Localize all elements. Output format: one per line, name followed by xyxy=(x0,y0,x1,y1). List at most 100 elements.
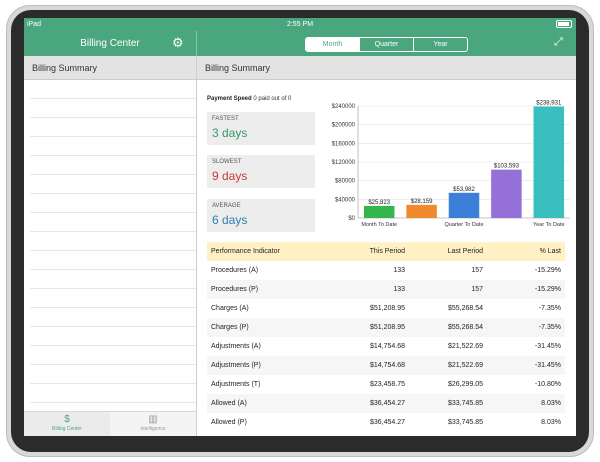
fastest-label: FASTEST xyxy=(212,116,239,122)
y-tick-label: $160000 xyxy=(332,141,356,147)
table-cell: -15.29% xyxy=(534,286,561,293)
chart-bar xyxy=(448,192,480,218)
list-separator xyxy=(30,155,196,156)
list-separator xyxy=(30,193,196,194)
table-cell: Adjustments (P) xyxy=(211,362,261,369)
y-tick-label: $40000 xyxy=(335,197,356,203)
segment-year[interactable]: Year xyxy=(433,41,448,48)
tab-bar: $ Billing Center ▥ Intelligence xyxy=(24,411,196,436)
table-cell: -31.45% xyxy=(534,362,561,369)
table-row[interactable]: Adjustments (P) $14,754.68 $21,522.69 -31.4… xyxy=(207,356,565,375)
table-row[interactable]: Allowed (P) $36,454.27 $33,745.85 8.03% xyxy=(207,413,565,432)
expand-icon[interactable]: ⤢ xyxy=(554,36,563,48)
table-cell: $26,299.05 xyxy=(447,381,483,388)
x-tick-label: Month To Date xyxy=(361,222,397,228)
table-header-row: Performance Indicator This Period Last P… xyxy=(207,242,565,261)
table-cell: -31.45% xyxy=(534,343,561,350)
chart-bar xyxy=(363,205,395,218)
payment-speed-header: Payment Speed 0 paid out of 0 xyxy=(207,96,291,102)
list-separator xyxy=(30,345,196,346)
table-row[interactable]: Procedures (P) 133 157 -15.29% xyxy=(207,280,565,299)
table-cell: -10.80% xyxy=(534,381,561,388)
table-row[interactable]: Procedures (A) 133 157 -15.29% xyxy=(207,261,565,280)
table-cell: Procedures (P) xyxy=(211,286,259,293)
app-screen: iPad 2:55 PM Billing Center ⚙ Month Quar… xyxy=(24,18,576,436)
table-cell: $14,754.68 xyxy=(369,362,405,369)
list-separator xyxy=(30,250,196,251)
period-segmented-control[interactable]: Month Quarter Year xyxy=(305,37,468,52)
average-value: 6 days xyxy=(212,213,248,227)
table-cell: $33,745.85 xyxy=(447,400,483,407)
gear-icon[interactable]: ⚙ xyxy=(172,35,184,50)
table-cell: $51,208.95 xyxy=(369,324,405,331)
bar-data-label: $25,823 xyxy=(368,200,390,206)
payment-speed-subtitle: 0 paid out of 0 xyxy=(253,96,292,102)
table-row[interactable]: Charges (P) $51,208.95 $55,268.54 -7.35% xyxy=(207,318,565,337)
fastest-card: FASTEST 3 days xyxy=(207,112,315,145)
table-cell: Adjustments (T) xyxy=(211,381,261,388)
right-subheader: Billing Summary xyxy=(197,56,576,80)
device-label: iPad xyxy=(27,21,42,28)
list-separator xyxy=(30,402,196,403)
chart-bar xyxy=(491,169,522,218)
table-cell: -7.35% xyxy=(538,305,561,312)
table-cell: $55,268.54 xyxy=(447,324,483,331)
col-header-last-period: Last Period xyxy=(447,248,483,255)
list-separator xyxy=(30,117,196,118)
table-cell: 133 xyxy=(393,267,405,274)
table-cell: -15.29% xyxy=(534,267,561,274)
table-cell: $36,454.27 xyxy=(369,419,405,426)
table-cell: 157 xyxy=(471,267,483,274)
app-header: iPad 2:55 PM Billing Center ⚙ Month Quar… xyxy=(24,18,576,56)
table-cell: $51,208.95 xyxy=(369,305,405,312)
tab-intelligence-label: Intelligence xyxy=(140,426,166,432)
slowest-label: SLOWEST xyxy=(212,159,242,165)
tab-billing-center[interactable]: $ Billing Center xyxy=(24,412,110,436)
table-cell: 133 xyxy=(393,286,405,293)
segment-month[interactable]: Month xyxy=(306,38,360,51)
table-cell: 157 xyxy=(471,286,483,293)
table-cell: -7.35% xyxy=(538,324,561,331)
y-tick-label: $240000 xyxy=(332,104,356,110)
slowest-value: 9 days xyxy=(212,169,248,183)
payment-speed-title: Payment Speed xyxy=(207,96,252,102)
segment-quarter[interactable]: Quarter xyxy=(360,38,414,51)
table-row[interactable]: Adjustments (A) $14,754.68 $21,522.69 -31.4… xyxy=(207,337,565,356)
table-cell: Charges (P) xyxy=(211,324,249,331)
slowest-card: SLOWEST 9 days xyxy=(207,155,315,188)
average-card: AVERAGE 6 days xyxy=(207,199,315,232)
table-cell: $23,458.75 xyxy=(369,381,405,388)
list-separator xyxy=(30,288,196,289)
table-cell: $55,268.54 xyxy=(447,305,483,312)
list-separator xyxy=(30,231,196,232)
panel-divider xyxy=(196,56,197,436)
performance-table: Performance Indicator This Period Last P… xyxy=(207,242,565,432)
col-header-pct-last: % Last xyxy=(539,248,561,255)
table-cell: Allowed (A) xyxy=(211,400,247,407)
bar-data-label: $103,593 xyxy=(494,164,520,170)
status-bar: iPad 2:55 PM xyxy=(24,18,576,31)
list-separator xyxy=(30,212,196,213)
table-row[interactable]: Charges (A) $51,208.95 $55,268.54 -7.35% xyxy=(207,299,565,318)
status-time: 2:55 PM xyxy=(286,21,314,28)
chart-bar xyxy=(533,106,565,218)
table-cell: $21,522.69 xyxy=(447,362,483,369)
table-row[interactable]: Allowed (A) $36,454.27 $33,745.85 8.03% xyxy=(207,394,565,413)
table-cell: Adjustments (A) xyxy=(211,343,261,350)
x-tick-label: Year To Date xyxy=(533,222,565,228)
y-tick-label: $200000 xyxy=(332,123,356,129)
header-divider xyxy=(196,31,197,56)
bar-data-label: $28,159 xyxy=(411,199,433,205)
billing-bar-chart: $0 $40000 $80000 $120000 $160000 $200000 $2400… xyxy=(332,100,570,228)
y-tick-label: $80000 xyxy=(335,179,356,185)
table-row[interactable]: Adjustments (T) $23,458.75 $26,299.05 -10.8… xyxy=(207,375,565,394)
list-separator xyxy=(30,136,196,137)
list-separator xyxy=(30,174,196,175)
bar-data-label: $238,931 xyxy=(536,100,562,106)
table-cell: $14,754.68 xyxy=(369,343,405,350)
average-label: AVERAGE xyxy=(212,203,241,209)
table-cell: Allowed (P) xyxy=(211,419,247,426)
list-separator xyxy=(30,364,196,365)
tab-intelligence[interactable]: ▥ Intelligence xyxy=(110,412,196,436)
bar-data-label: $53,982 xyxy=(453,187,475,193)
